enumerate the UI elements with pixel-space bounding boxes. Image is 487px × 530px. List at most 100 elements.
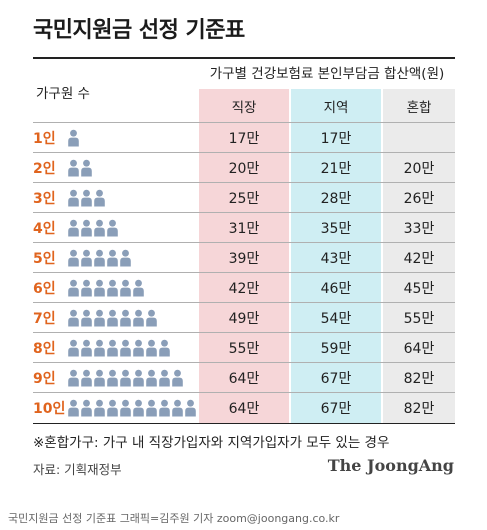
person-icon: [106, 249, 119, 267]
person-icon: [67, 279, 80, 297]
person-icon: [67, 219, 80, 237]
person-icon: [119, 369, 132, 387]
people-icons: [67, 309, 158, 327]
person-icon: [80, 159, 93, 177]
row-divider: [33, 182, 455, 183]
header-household-size: 가구원 수: [36, 86, 90, 102]
cell-mixed: 55만: [403, 311, 435, 327]
person-icon: [93, 219, 106, 237]
cell-workplace: 42만: [228, 281, 260, 297]
row-divider: [33, 332, 455, 333]
cell-regional: 67만: [320, 371, 352, 387]
people-icons: [67, 159, 93, 177]
household-size-label: 10인: [33, 401, 66, 417]
person-icon: [145, 369, 158, 387]
row-divider: [33, 242, 455, 243]
person-icon: [119, 339, 132, 357]
person-icon: [67, 369, 80, 387]
cell-workplace: 64만: [228, 371, 260, 387]
cell-regional: 59만: [320, 341, 352, 357]
cell-mixed: 82만: [403, 401, 435, 417]
cell-regional: 46만: [320, 281, 352, 297]
person-icon: [158, 399, 171, 417]
person-icon: [67, 189, 80, 207]
person-icon: [171, 369, 184, 387]
cell-mixed: 42만: [403, 251, 435, 267]
cell-workplace: 64만: [228, 401, 260, 417]
row-divider: [33, 212, 455, 213]
household-size-label: 3인: [33, 191, 56, 207]
person-icon: [106, 219, 119, 237]
person-icon: [158, 339, 171, 357]
person-icon: [145, 339, 158, 357]
cell-mixed: 33만: [403, 221, 435, 237]
row-divider: [33, 302, 455, 303]
table-bottom-rule: [33, 423, 455, 424]
row-divider: [33, 392, 455, 393]
person-icon: [132, 279, 145, 297]
person-icon: [119, 279, 132, 297]
people-icons: [67, 189, 106, 207]
cell-workplace: 31만: [228, 221, 260, 237]
source-credit: 자료: 기획재정부: [33, 462, 122, 477]
cell-regional: 35만: [320, 221, 352, 237]
people-icons: [67, 129, 80, 147]
person-icon: [106, 339, 119, 357]
person-icon: [106, 399, 119, 417]
person-icon: [132, 399, 145, 417]
person-icon: [80, 309, 93, 327]
row-divider: [33, 152, 455, 153]
household-size-label: 9인: [33, 371, 56, 387]
person-icon: [106, 369, 119, 387]
person-icon: [67, 249, 80, 267]
household-size-label: 1인: [33, 131, 56, 147]
cell-regional: 17만: [320, 131, 352, 147]
person-icon: [93, 369, 106, 387]
person-icon: [93, 399, 106, 417]
person-icon: [93, 339, 106, 357]
household-size-label: 7인: [33, 311, 56, 327]
cell-workplace: 20만: [228, 161, 260, 177]
person-icon: [132, 309, 145, 327]
person-icon: [93, 309, 106, 327]
people-icons: [67, 399, 197, 417]
household-size-label: 2인: [33, 161, 56, 177]
people-icons: [67, 339, 171, 357]
cell-workplace: 39만: [228, 251, 260, 267]
person-icon: [171, 399, 184, 417]
people-icons: [67, 279, 145, 297]
cell-mixed: 26만: [403, 191, 435, 207]
column-header-mixed: 혼합: [406, 100, 432, 116]
person-icon: [132, 339, 145, 357]
cell-regional: 67만: [320, 401, 352, 417]
person-icon: [80, 279, 93, 297]
cell-mixed: 45만: [403, 281, 435, 297]
cell-workplace: 55만: [228, 341, 260, 357]
person-icon: [145, 309, 158, 327]
image-caption: 국민지원금 선정 기준표 그래픽=김주원 기자 zoom@joongang.co…: [8, 512, 340, 525]
person-icon: [106, 309, 119, 327]
cell-workplace: 25만: [228, 191, 260, 207]
column-bg-workplace: [199, 89, 289, 423]
people-icons: [67, 249, 132, 267]
people-icons: [67, 219, 119, 237]
household-size-label: 8인: [33, 341, 56, 357]
person-icon: [67, 309, 80, 327]
cell-regional: 54만: [320, 311, 352, 327]
person-icon: [184, 399, 197, 417]
person-icon: [119, 399, 132, 417]
household-size-label: 6인: [33, 281, 56, 297]
table-top-rule: [33, 57, 455, 59]
person-icon: [80, 249, 93, 267]
person-icon: [93, 279, 106, 297]
person-icon: [132, 369, 145, 387]
household-size-label: 5인: [33, 251, 56, 267]
row-divider: [33, 272, 455, 273]
household-size-label: 4인: [33, 221, 56, 237]
row-divider: [33, 362, 455, 363]
cell-mixed: 64만: [403, 341, 435, 357]
footnote: ※혼합가구: 가구 내 직장가입자와 지역가입자가 모두 있는 경우: [33, 435, 390, 451]
person-icon: [106, 279, 119, 297]
row-divider: [33, 122, 455, 123]
person-icon: [119, 249, 132, 267]
